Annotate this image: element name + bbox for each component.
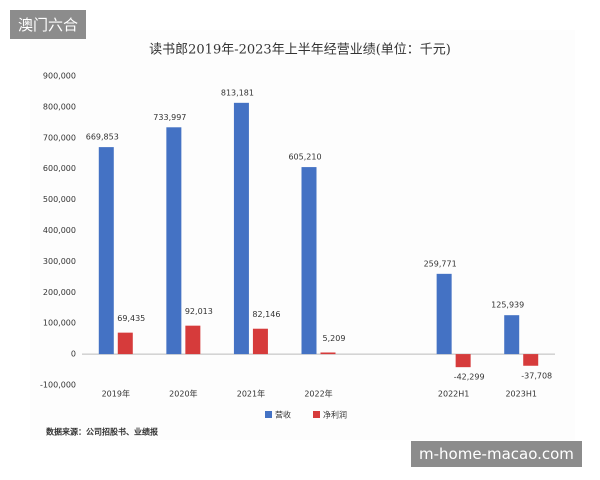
data-label: 69,435 xyxy=(117,314,145,323)
x-tick-label: 2022年 xyxy=(304,389,332,399)
x-tick-label: 2023H1 xyxy=(505,390,536,399)
data-label: 733,997 xyxy=(153,113,186,122)
bar xyxy=(117,332,133,355)
y-tick-label: 900,000 xyxy=(43,72,76,81)
x-tick-label: 2019年 xyxy=(102,389,130,399)
bar xyxy=(166,127,182,355)
data-label: 125,939 xyxy=(491,301,524,310)
data-label: -37,708 xyxy=(521,371,552,380)
bar xyxy=(252,328,268,355)
data-label: 5,209 xyxy=(323,334,346,343)
x-tick-label: 2022H1 xyxy=(438,390,469,399)
x-tick-label: 2020年 xyxy=(169,389,197,399)
y-tick-label: 100,000 xyxy=(43,319,76,328)
watermark: 澳门六合 xyxy=(10,10,87,39)
legend-swatch xyxy=(313,411,320,418)
data-label: 813,181 xyxy=(221,88,254,97)
data-label: -42,299 xyxy=(454,373,485,382)
legend-swatch xyxy=(265,411,272,418)
y-tick-label: 200,000 xyxy=(43,288,76,297)
bar xyxy=(233,102,249,355)
y-tick-label: 700,000 xyxy=(43,133,76,142)
bar xyxy=(523,354,539,366)
data-label: 669,853 xyxy=(86,133,119,142)
legend-label: 营收 xyxy=(275,410,291,420)
y-tick-label: 300,000 xyxy=(43,257,76,266)
y-tick-label: 600,000 xyxy=(43,164,76,173)
y-tick-label: 500,000 xyxy=(43,195,76,204)
x-tick-label: 2021年 xyxy=(237,389,265,399)
bar xyxy=(98,147,114,355)
bar xyxy=(185,325,201,355)
watermark: m-home-macao.com xyxy=(411,441,582,467)
bar xyxy=(455,354,471,368)
chart-title: 读书郎2019年-2023年上半年经营业绩(单位：千元) xyxy=(149,43,451,58)
legend-label: 净利润 xyxy=(323,410,347,420)
bar xyxy=(320,352,336,355)
data-label: 92,013 xyxy=(185,307,213,316)
source-note: 数据来源：公司招股书、业绩报 xyxy=(46,427,158,437)
bar xyxy=(301,167,317,355)
data-label: 259,771 xyxy=(424,259,457,268)
y-tick-label: -100,000 xyxy=(40,381,76,390)
y-tick-label: 400,000 xyxy=(43,226,76,235)
y-tick-label: 0 xyxy=(71,350,76,359)
data-label: 605,210 xyxy=(288,153,321,162)
y-tick-label: 800,000 xyxy=(43,102,76,111)
bar xyxy=(436,273,452,355)
data-label: 82,146 xyxy=(252,310,280,319)
bar xyxy=(504,315,520,355)
